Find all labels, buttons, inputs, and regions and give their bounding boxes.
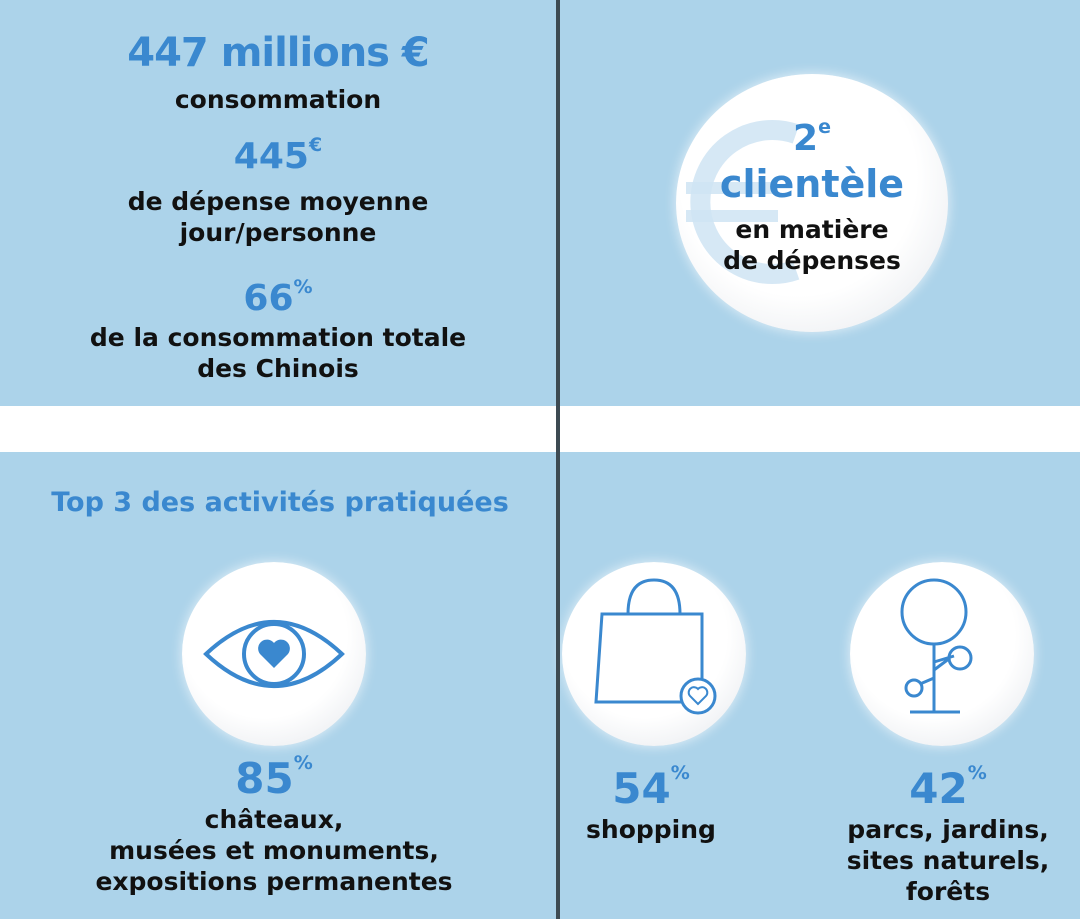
share-label: de la consommation totale des Chinois [89, 323, 467, 383]
rank-number: 2e [793, 116, 831, 159]
euro-icon [686, 120, 800, 284]
activity-circle-nature [850, 562, 1034, 746]
rank-circle: 2e clientèle en matière de dépenses [676, 74, 948, 332]
activity-value-culture: 85% [235, 752, 313, 803]
shopping-bag-icon [594, 578, 717, 715]
consumption-label: consommation [174, 85, 382, 114]
avg-spend-label: de dépense moyenne jour/personne [127, 187, 429, 247]
panel-activities: Top 3 des activités pratiquées 85% châte… [0, 452, 556, 919]
activities-heading: Top 3 des activités pratiquées [51, 487, 509, 518]
share-value: 66% [243, 276, 313, 319]
activity-value-shopping: 54% [612, 762, 690, 813]
tree-icon [900, 578, 973, 714]
eye-heart-icon [203, 620, 345, 688]
consumption-value: 447 millions € [127, 30, 429, 76]
panel-rank: 2e clientèle en matière de dépenses [560, 0, 1080, 406]
activity-value-nature: 42% [909, 762, 987, 813]
rank-label: en matière de dépenses [723, 215, 901, 275]
activity-label-nature: parcs, jardins, sites naturels, forêts [846, 815, 1050, 906]
avg-spend-value: 445€ [233, 134, 323, 177]
panel-spending: 447 millions € consommation 445€ de dépe… [0, 0, 556, 406]
activity-circle-shopping [562, 562, 746, 746]
rank-title: clientèle [719, 162, 905, 206]
activity-label-shopping: shopping [586, 815, 716, 844]
panel-activities-right: 54% shopping 42% parcs, jardins, sites n… [560, 452, 1080, 919]
center-divider [556, 0, 560, 919]
activity-label-culture: châteaux, musées et monuments, expositio… [95, 805, 453, 896]
activity-circle-culture [182, 562, 366, 746]
